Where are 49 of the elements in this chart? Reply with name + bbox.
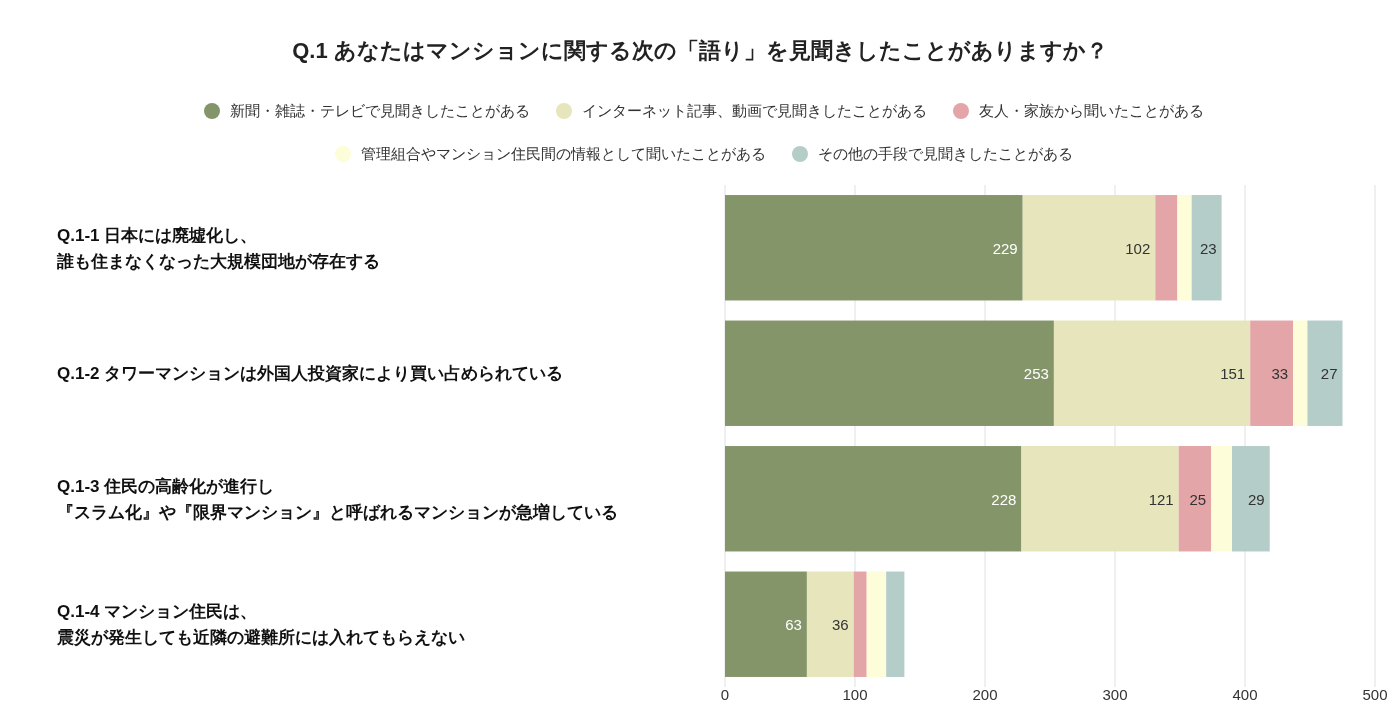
y-tick-label: Q.1-3 住民の高齢化が進行し『スラム化』や『限界マンション』と呼ばれるマンションが急増している xyxy=(57,476,618,522)
legend-label: 友人・家族から聞いたことがある xyxy=(979,102,1204,119)
bar xyxy=(725,571,807,677)
data-label: 23 xyxy=(1199,239,1217,257)
data-label: 63 xyxy=(785,616,802,634)
bar xyxy=(725,446,1022,552)
data-label: 151 xyxy=(1220,365,1246,383)
data-label: 25 xyxy=(1189,490,1207,508)
y-tick-label: Q.1-4 マンション住民は、震災が発生しても近隣の避難所には入れてもらえない xyxy=(56,602,465,648)
data-label: 228 xyxy=(991,490,1017,508)
legend-label: 管理組合やマンション住民間の情報として聞いたことがある xyxy=(361,145,766,162)
bar xyxy=(1250,320,1294,426)
bar xyxy=(725,320,1054,426)
legend-label: 新聞・雑誌・テレビで見聞きしたことがある xyxy=(230,102,530,119)
y-tick-label: Q.1-2 タワーマンションは外国人投資家により買い占められている xyxy=(57,364,564,384)
data-label: 27 xyxy=(1320,365,1338,383)
legend-label: その他の手段で見聞きしたことがある xyxy=(818,145,1073,162)
x-tick-label: 400 xyxy=(1232,686,1258,703)
bar xyxy=(1307,320,1343,426)
bar xyxy=(725,195,1023,301)
data-label: 229 xyxy=(992,239,1018,257)
bar xyxy=(853,571,867,677)
data-label: 33 xyxy=(1271,365,1289,383)
bar xyxy=(1191,195,1222,301)
x-tick-label: 100 xyxy=(842,686,868,703)
data-label: 253 xyxy=(1023,365,1049,383)
bar xyxy=(886,571,905,677)
bar xyxy=(1211,446,1232,552)
bar xyxy=(806,571,854,677)
bar xyxy=(1022,195,1156,301)
chart-title: Q.1 あなたはマンションに関する次の「語り」を見聞きしたことがありますか？ xyxy=(292,38,1108,63)
bar xyxy=(1021,446,1179,552)
bar xyxy=(1232,446,1270,552)
bar xyxy=(866,571,887,677)
x-tick-label: 500 xyxy=(1362,686,1388,703)
data-label: 36 xyxy=(832,616,849,634)
y-tick-label: Q.1-1 日本には廃墟化し、誰も住まなくなった大規模団地が存在する xyxy=(56,225,380,271)
bar xyxy=(1177,195,1192,301)
x-tick-label: 300 xyxy=(1102,686,1128,703)
bar xyxy=(1178,446,1212,552)
data-label: 121 xyxy=(1148,490,1174,508)
data-label: 102 xyxy=(1125,239,1151,257)
data-label: 29 xyxy=(1248,490,1265,508)
x-tick-label: 200 xyxy=(972,686,998,703)
legend-label: インターネット記事、動画で見聞きしたことがある xyxy=(582,102,927,119)
bar xyxy=(1155,195,1178,301)
x-tick-label: 0 xyxy=(720,686,730,703)
bar xyxy=(1293,320,1308,426)
bar xyxy=(1053,320,1251,426)
